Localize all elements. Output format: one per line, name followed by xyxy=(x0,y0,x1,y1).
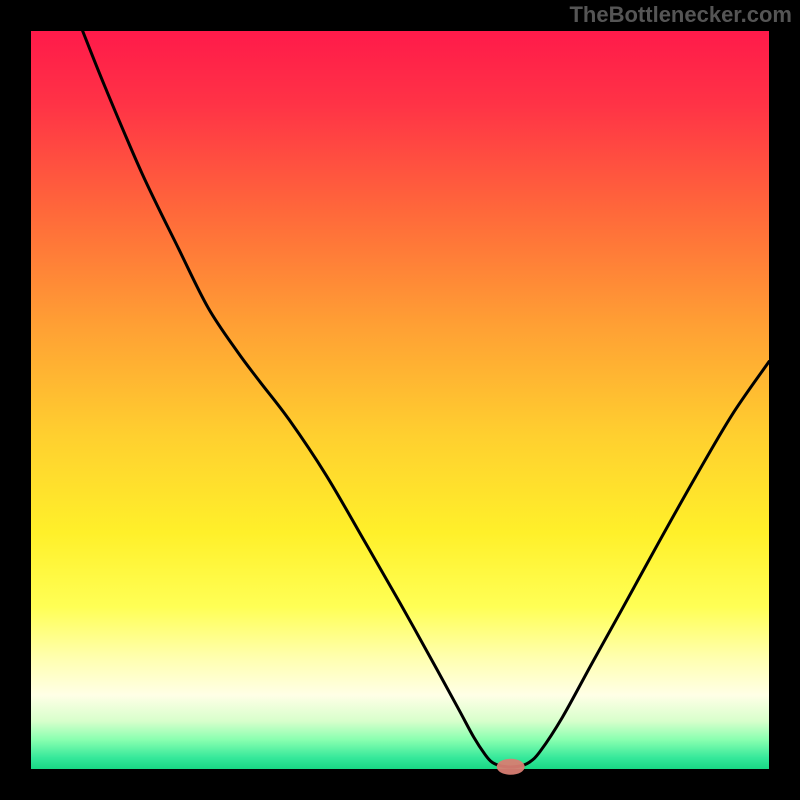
bottleneck-chart xyxy=(0,0,800,800)
chart-background xyxy=(31,31,769,769)
optimal-point-marker xyxy=(497,759,525,775)
